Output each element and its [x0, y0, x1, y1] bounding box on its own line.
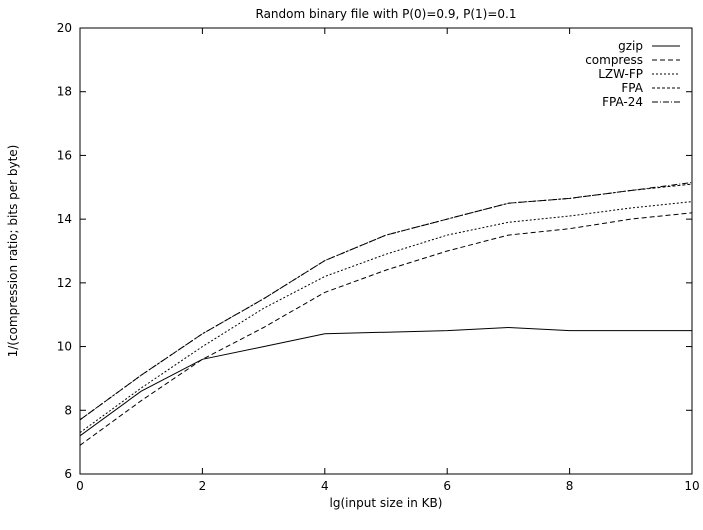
y-axis-title: 1/(compression ratio; bits per byte): [6, 145, 20, 358]
series-line-gzip: [79, 326, 692, 437]
x-tick-label: 6: [443, 479, 451, 493]
x-axis-title: lg(input size in KB): [330, 496, 443, 510]
legend-label: FPA: [621, 81, 643, 95]
series-line-fpa-24: [79, 182, 693, 421]
series-line-lzw-fp: [79, 201, 693, 434]
y-tick-label: 14: [57, 212, 72, 226]
x-tick-label: 10: [684, 479, 699, 493]
legend-label: FPA-24: [602, 95, 643, 109]
y-tick-label: 18: [57, 85, 72, 99]
x-tick-label: 0: [76, 479, 84, 493]
x-tick-label: 8: [566, 479, 574, 493]
x-tick-label: 4: [321, 479, 329, 493]
y-tick-label: 8: [64, 403, 72, 417]
y-tick-label: 20: [57, 21, 72, 35]
y-tick-label: 16: [57, 148, 72, 162]
y-tick-label: 12: [57, 276, 72, 290]
series-line-fpa: [79, 183, 693, 421]
chart-title: Random binary file with P(0)=0.9, P(1)=0…: [256, 7, 517, 21]
series-lines: [79, 182, 693, 446]
y-tick-label: 6: [64, 467, 72, 481]
legend-label: LZW-FP: [598, 67, 643, 81]
plot-frame: [79, 27, 693, 475]
series-line-compress: [79, 212, 693, 446]
x-tick-label: 2: [199, 479, 207, 493]
axis-ticks: 0 2 4 6 8 10 6 8 10 12 14 16 18 20: [57, 21, 700, 493]
y-tick-label: 10: [57, 340, 72, 354]
legend-label: compress: [585, 53, 643, 67]
legend-label: gzip: [618, 39, 643, 53]
